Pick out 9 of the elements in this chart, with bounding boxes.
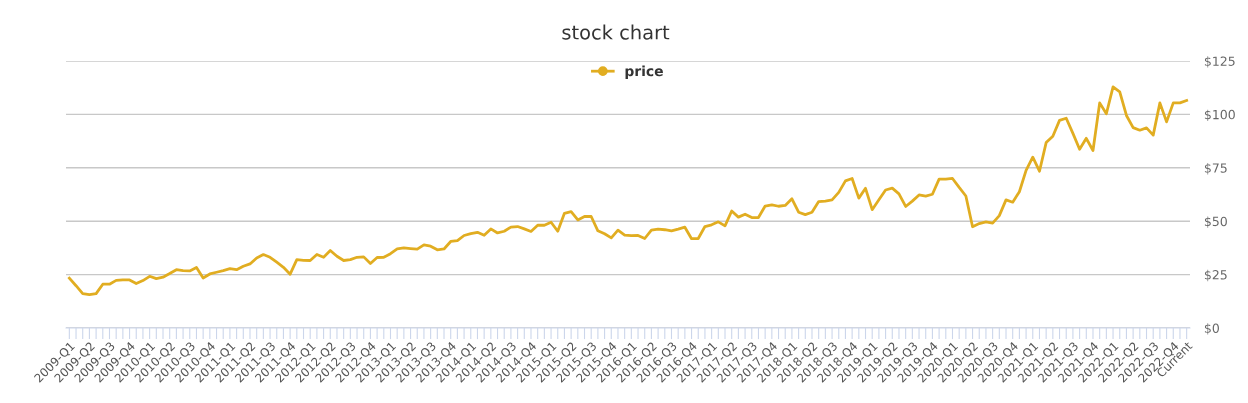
y-tick-label: $25 [1204,269,1227,282]
y-tick-label: $125 [1204,56,1235,68]
y-tick-label: $0 [1204,323,1219,335]
chart-title: stock chart [562,24,670,40]
y-tick-label: $75 [1204,163,1227,175]
line-series [67,85,1189,297]
y-tick-label: $50 [1204,216,1227,228]
legend-label: price [625,65,663,79]
y-tick-label: $100 [1204,109,1235,121]
